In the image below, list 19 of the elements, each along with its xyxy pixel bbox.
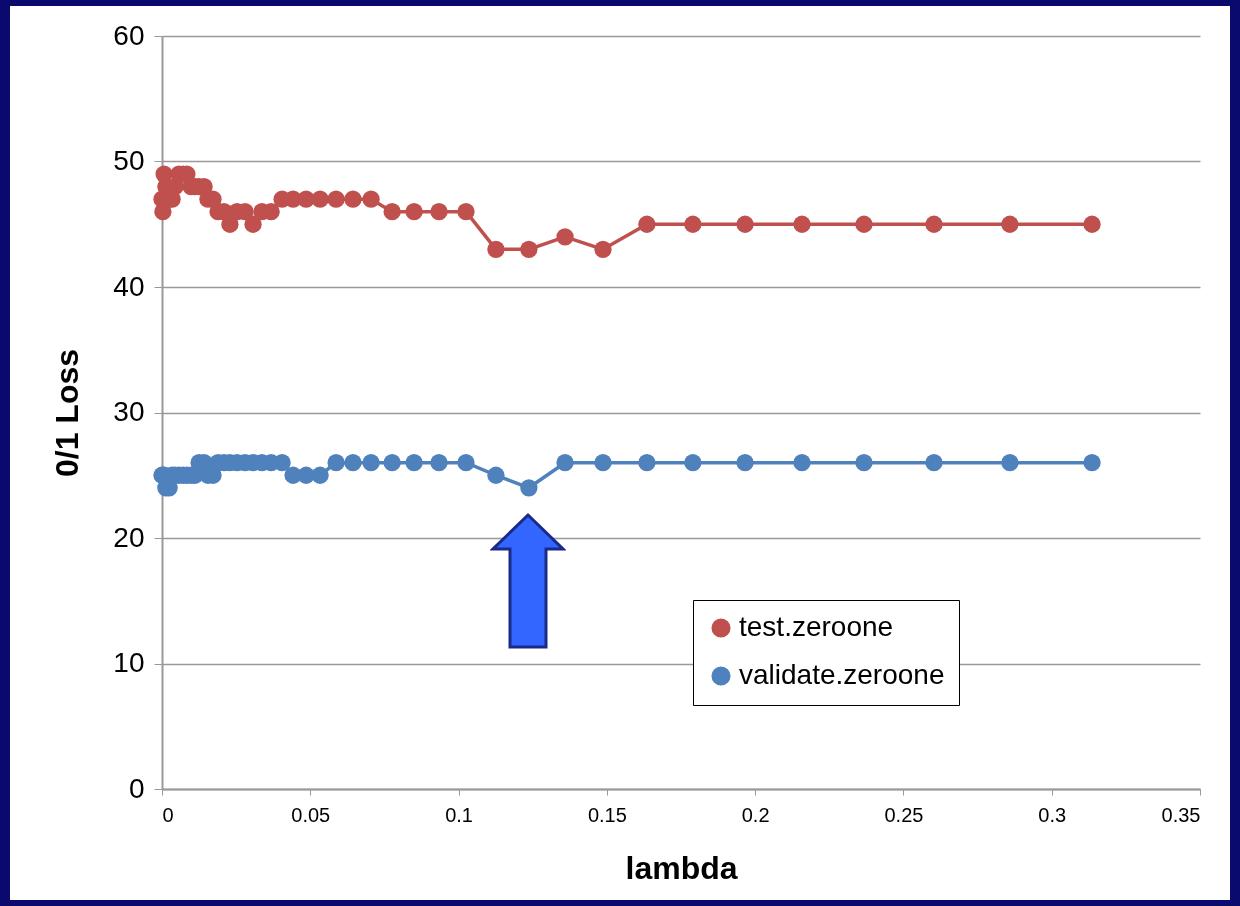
x-tick-label: 0.25 (884, 803, 924, 826)
legend-label: test.zeroone (739, 611, 894, 642)
y-tick-label: 60 (113, 19, 145, 51)
x-tick-label: 0.1 (445, 803, 473, 826)
x-axis-title: lambda (625, 849, 738, 886)
x-tick-label: 0.2 (741, 803, 770, 826)
y-tick-label: 30 (113, 396, 145, 427)
x-tick-label: 0.15 (587, 803, 627, 826)
legend-label: validate.zeroone (739, 659, 945, 690)
y-axis-title: 0/1 Loss (49, 348, 86, 478)
x-tick-label: 0.3 (1038, 803, 1067, 826)
x-tick-label: 0.05 (291, 803, 331, 826)
y-tick-label: 0 (128, 772, 145, 804)
x-tick-label: 0.35 (1161, 803, 1201, 826)
y-tick-label: 50 (113, 145, 145, 176)
x-tick-label: 0 (162, 803, 174, 826)
y-tick-label: 40 (113, 270, 145, 302)
y-tick-label: 10 (113, 647, 145, 678)
y-tick-label: 20 (113, 521, 145, 553)
